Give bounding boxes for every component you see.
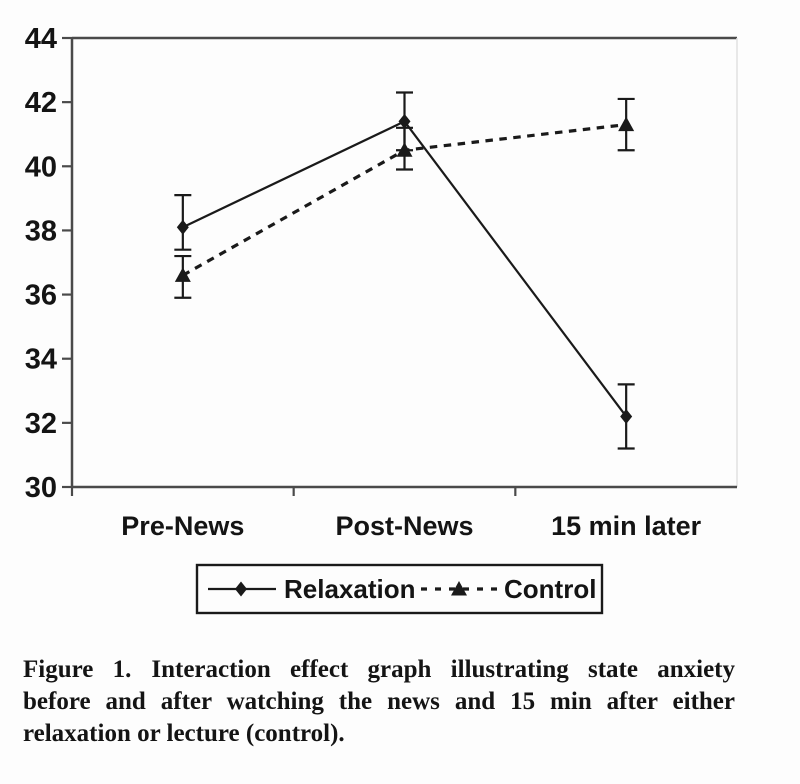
series-markers-relaxation xyxy=(176,113,633,424)
caption-line-2: before and after watching the news and 1… xyxy=(23,688,735,715)
figure-caption: Figure 1. Interaction effect graph illust… xyxy=(23,654,735,750)
y-tick-label: 38 xyxy=(25,215,57,247)
legend: Relaxation Control xyxy=(195,563,604,615)
y-tick-label: 34 xyxy=(25,344,57,376)
triangle-marker xyxy=(174,267,191,282)
diamond-marker xyxy=(235,581,247,597)
y-tick-label: 40 xyxy=(25,151,57,183)
diamond-marker xyxy=(620,408,633,424)
y-tick-label: 30 xyxy=(25,472,57,504)
anxiety-line-chart: 30 32 34 36 38 40 42 44 Pre-News Post-News 15 min … xyxy=(25,23,738,615)
caption-line-1: Figure 1. Interaction effect graph illust… xyxy=(23,654,735,686)
diamond-marker xyxy=(398,113,411,129)
x-category-label: 15 min later xyxy=(551,511,702,541)
caption-line-1-text: Interaction effect graph illustrating st… xyxy=(151,656,735,683)
triangle-marker xyxy=(451,581,467,596)
y-tick-label: 36 xyxy=(25,280,57,312)
y-tick-label: 32 xyxy=(25,408,57,440)
y-tick-label: 42 xyxy=(25,87,57,119)
legend-control-label: Control xyxy=(504,574,596,604)
x-category-label: Post-News xyxy=(335,511,473,541)
triangle-marker xyxy=(396,142,413,157)
series-markers-control xyxy=(174,116,635,282)
caption-line-3: relaxation or lecture (control). xyxy=(23,720,345,747)
x-category-label: Pre-News xyxy=(121,511,244,541)
legend-relaxation-label: Relaxation xyxy=(284,574,416,604)
y-tick-label: 44 xyxy=(25,23,57,55)
diamond-marker xyxy=(176,219,189,235)
caption-figure-label: Figure 1. xyxy=(23,656,132,683)
triangle-marker xyxy=(618,116,635,132)
